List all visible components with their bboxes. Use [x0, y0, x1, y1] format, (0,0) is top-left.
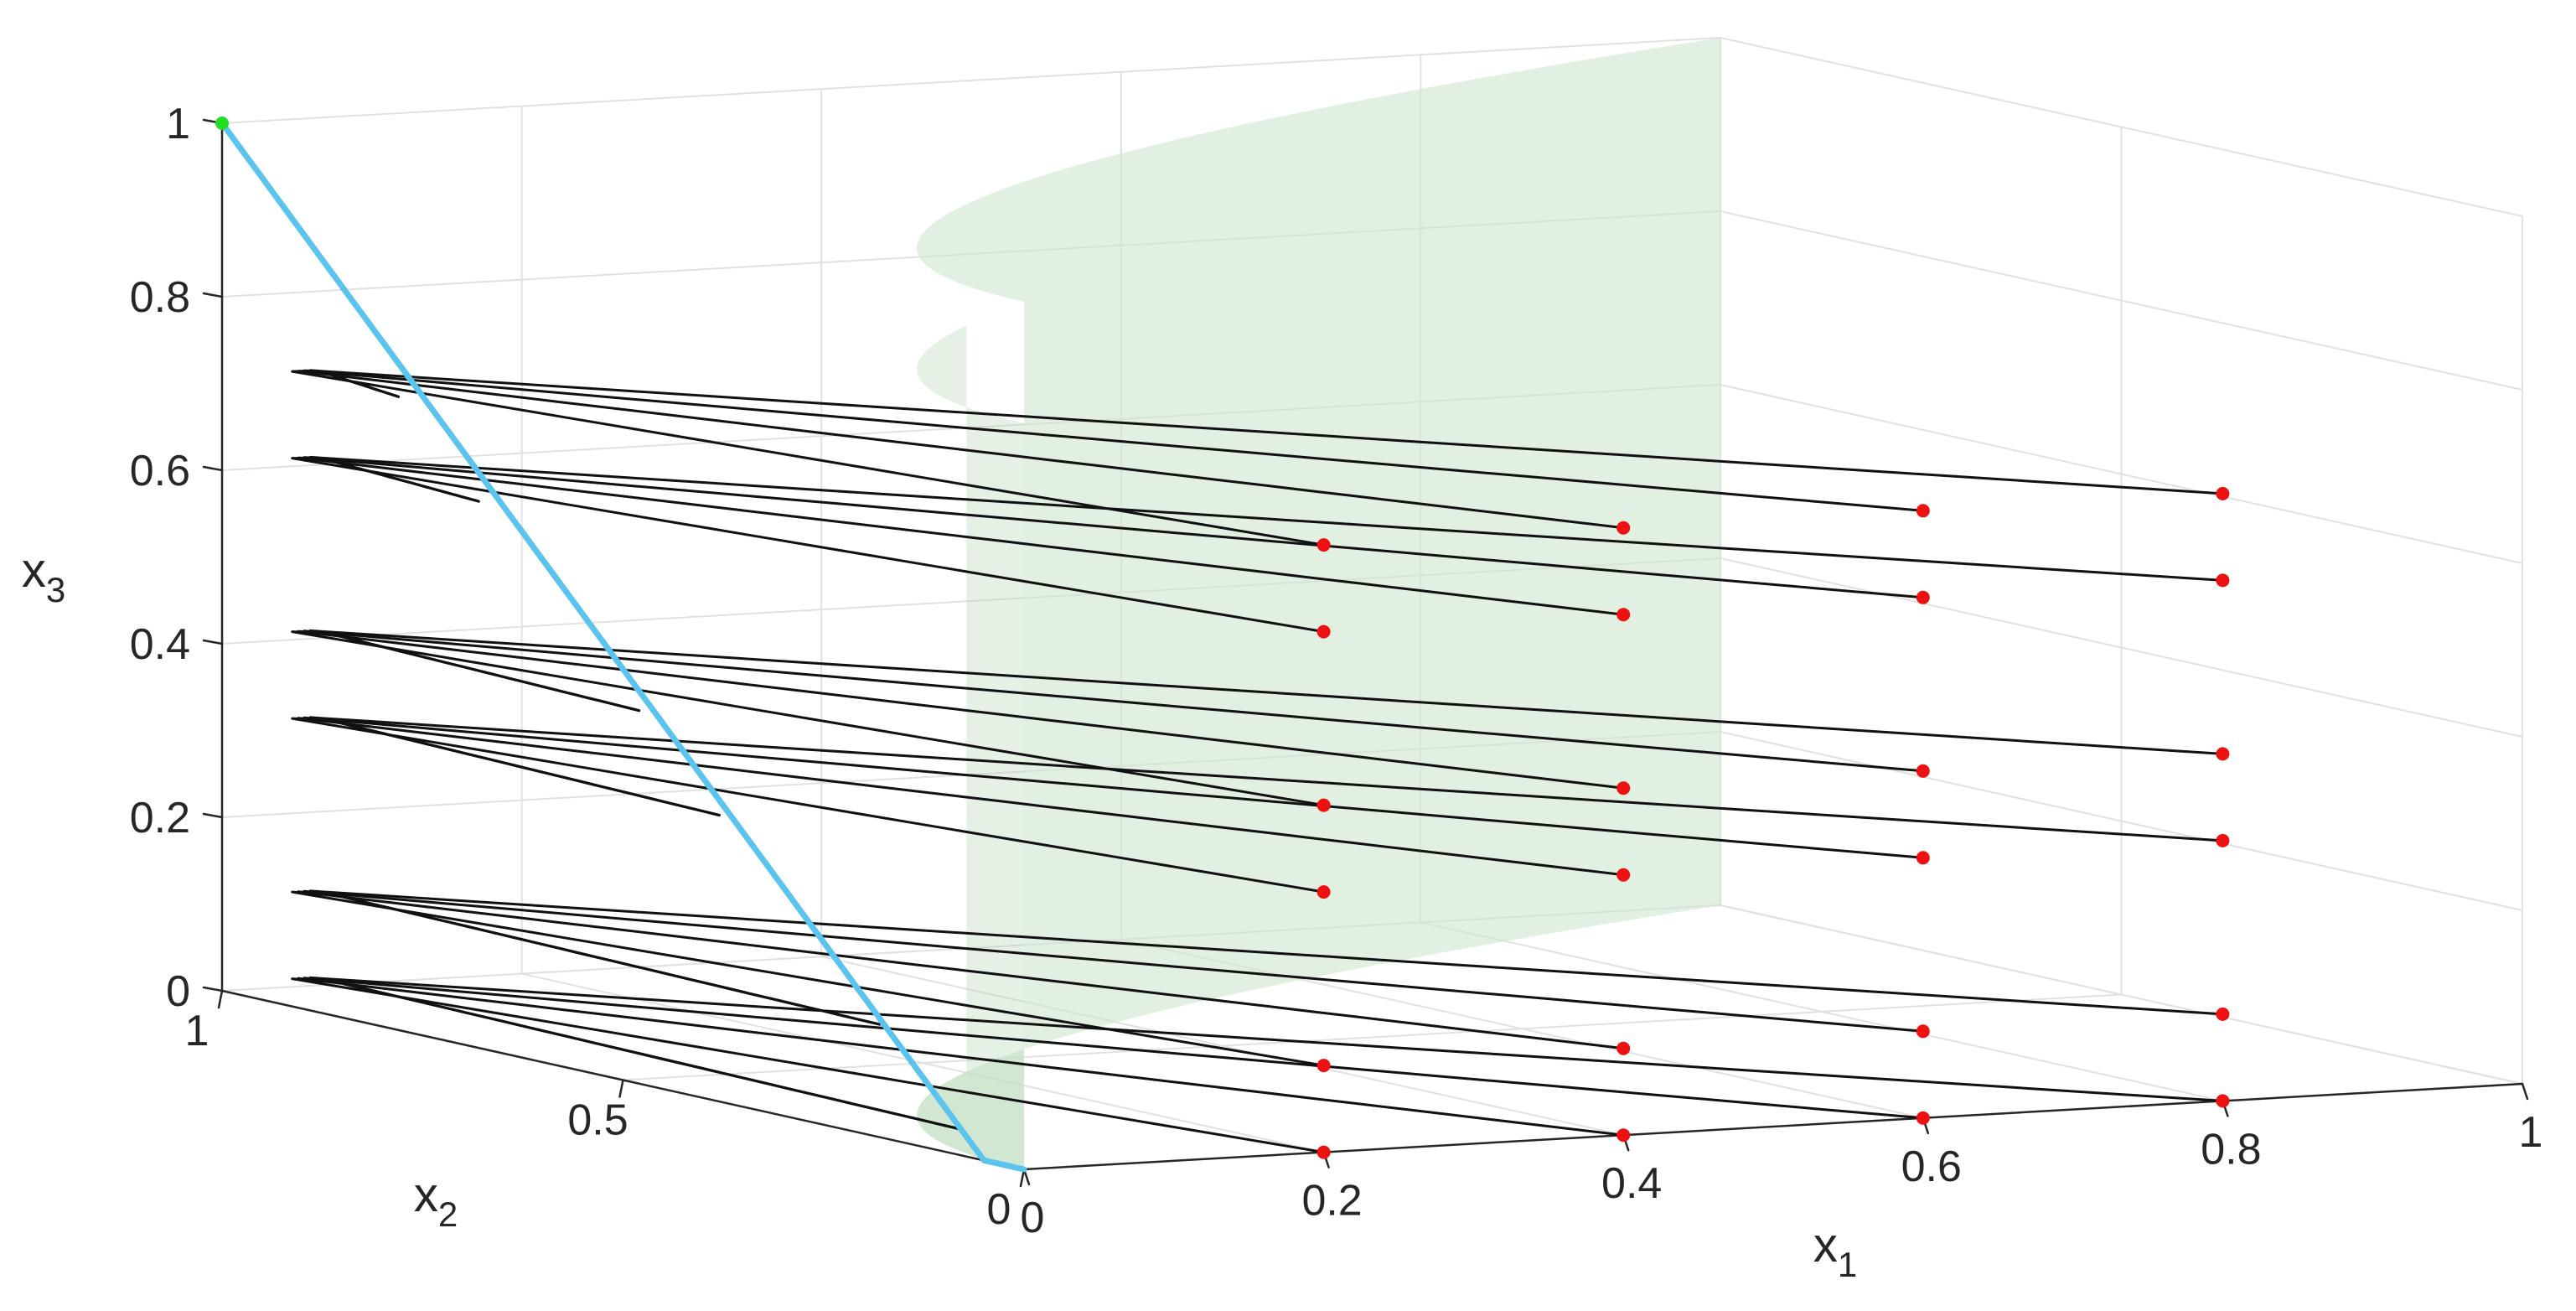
- start-point: [1916, 1024, 1930, 1039]
- x3-axis-label: x3: [22, 543, 65, 609]
- x2-axis-label-subscript: 2: [438, 1194, 458, 1234]
- start-point: [1616, 1041, 1631, 1055]
- surface-shade: [917, 325, 1024, 1169]
- x1-axis-line: [1022, 1082, 2524, 1171]
- x1-tick-label: 0.8: [2201, 1125, 2261, 1174]
- diagonal-curve: [219, 120, 1027, 1173]
- green-surface: [916, 38, 1720, 1169]
- start-point: [1616, 868, 1631, 882]
- grid-line: [622, 993, 2123, 1081]
- start-point: [1316, 798, 1331, 812]
- diagonal-line: [219, 120, 1027, 1173]
- x3-axis-label-text: x: [22, 543, 46, 598]
- x3-tick-mark: [202, 639, 224, 645]
- trajectory-line: [308, 369, 2224, 495]
- start-point: [1616, 521, 1631, 535]
- start-points: [215, 117, 2230, 1159]
- surface-area: [916, 38, 1720, 1169]
- x1-tick-mark: [2521, 1082, 2529, 1101]
- start-point: [1916, 764, 1930, 778]
- start-point: [1616, 1128, 1631, 1143]
- x3-tick-mark: [202, 292, 224, 298]
- x2-tick-mark: [217, 989, 224, 1009]
- trajectory-line: [308, 629, 2224, 755]
- start-point: [2216, 1007, 2230, 1021]
- trajectory-line: [308, 455, 2224, 582]
- x3-tick-mark: [202, 986, 224, 992]
- x3-axis-label-subscript: 3: [46, 570, 65, 609]
- x3-tick-label: 0.8: [130, 273, 190, 322]
- x1-tick-label: 0.6: [1901, 1143, 1962, 1191]
- x1-axis-label-subscript: 1: [1838, 1245, 1857, 1284]
- axes-box: [202, 118, 2529, 1188]
- start-point: [2216, 833, 2230, 847]
- x3-tick-label: 1: [166, 100, 190, 148]
- x1-tick-label: 0: [1021, 1194, 1045, 1242]
- x1-tick-label: 1: [2519, 1108, 2543, 1157]
- start-point: [2216, 573, 2230, 588]
- start-point: [1616, 781, 1631, 795]
- x1-tick-label: 0.2: [1301, 1177, 1362, 1226]
- x3-tick-label: 0: [166, 967, 190, 1016]
- start-point: [2216, 486, 2230, 500]
- end-point: [215, 117, 229, 130]
- start-point: [1316, 1145, 1331, 1159]
- x3-tick-label: 0.2: [130, 794, 190, 842]
- start-point: [1616, 608, 1631, 622]
- start-point: [1316, 538, 1331, 552]
- x2-tick-label: 1: [185, 1007, 209, 1055]
- start-point: [2216, 1094, 2230, 1108]
- x3-tick-mark: [202, 465, 224, 472]
- x2-axis-label: x2: [414, 1168, 458, 1234]
- trajectory-line: [308, 976, 2224, 1131]
- start-point: [1316, 624, 1331, 639]
- trajectory-line: [308, 716, 2224, 842]
- x3-tick-mark: [202, 812, 224, 819]
- start-point: [1316, 885, 1331, 899]
- start-point: [2216, 747, 2230, 761]
- x2-tick-mark: [618, 1079, 624, 1098]
- trajectory-line: [308, 889, 2224, 1026]
- start-point: [1316, 1059, 1331, 1073]
- grid-line: [221, 37, 1721, 124]
- x3-tick-label: 0.4: [130, 620, 190, 669]
- start-point: [1916, 1111, 1930, 1125]
- start-point: [1916, 504, 1930, 518]
- x3-tick-label: 0.6: [130, 447, 190, 495]
- x2-tick-label: 0: [987, 1185, 1011, 1234]
- x2-tick-label: 0.5: [567, 1096, 628, 1145]
- x1-tick-label: 0.4: [1601, 1159, 1662, 1208]
- start-point: [1916, 851, 1930, 865]
- x1-axis-label-text: x: [1813, 1218, 1838, 1272]
- trajectories: [291, 369, 2224, 1154]
- x2-axis-label-text: x: [414, 1168, 438, 1222]
- start-point: [1916, 590, 1930, 604]
- x1-axis-label: x1: [1813, 1218, 1857, 1284]
